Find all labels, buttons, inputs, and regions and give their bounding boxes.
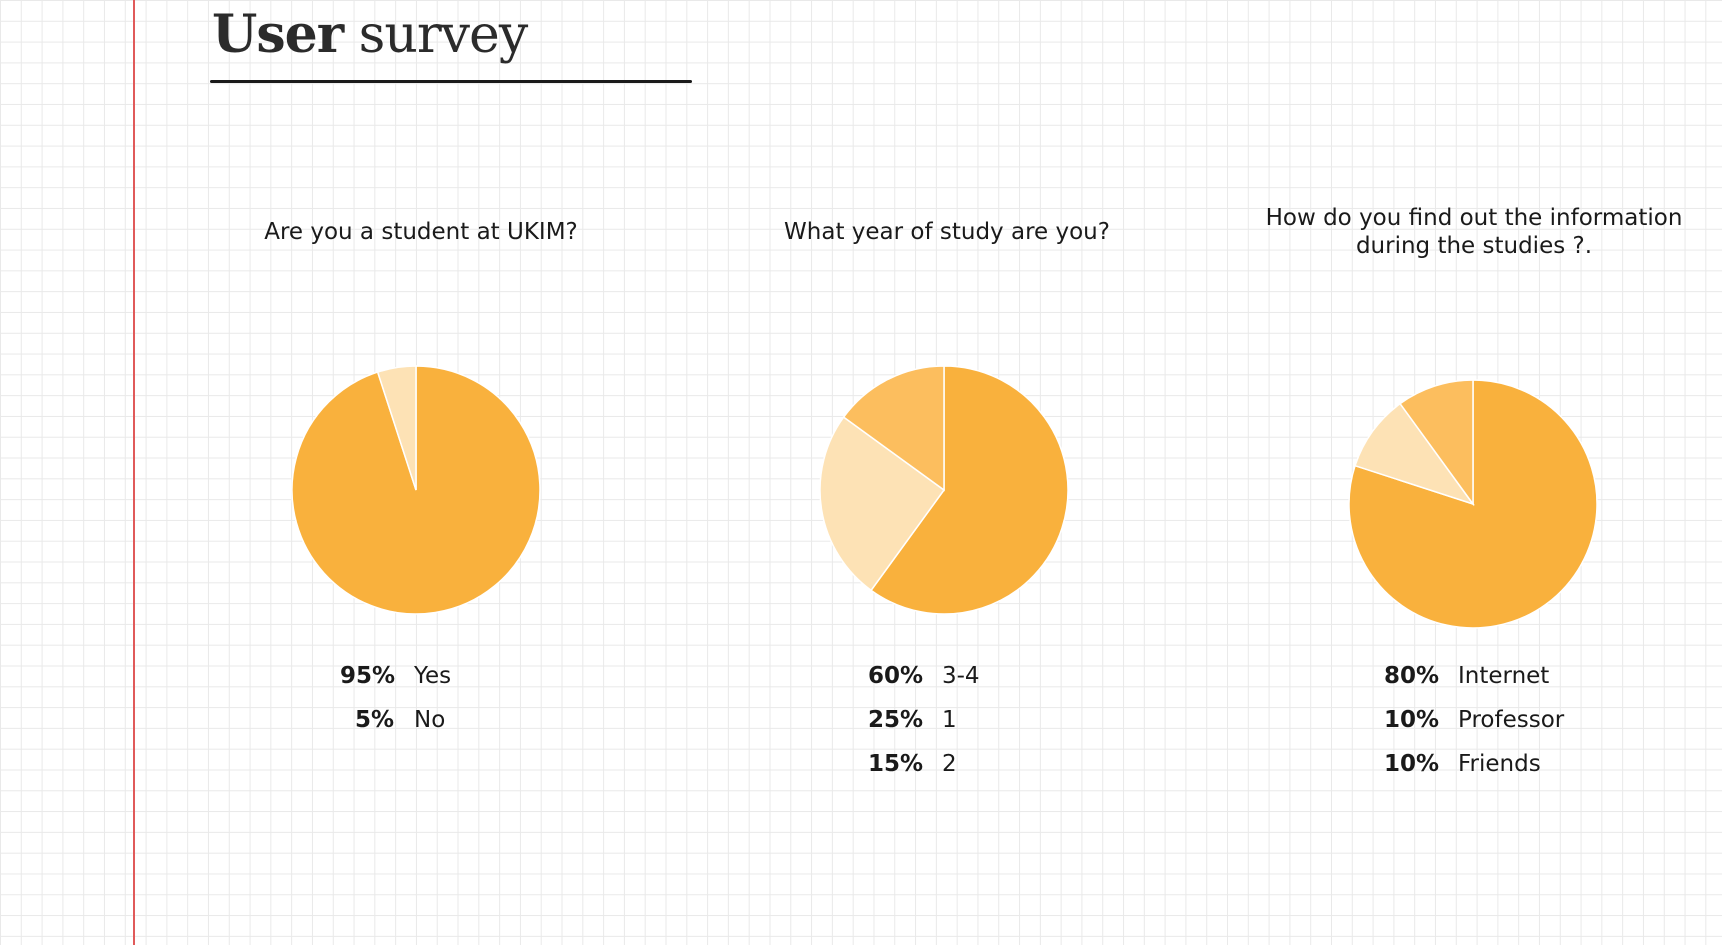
legend-percent: 95% — [340, 663, 396, 689]
chart-1-pie — [291, 365, 541, 615]
chart-1-slice-no — [376, 365, 417, 491]
legend-label: Yes — [414, 663, 452, 689]
chart-1-question: Are you a student at UKIM? — [264, 219, 578, 245]
legend-row: 10% Professor — [1384, 698, 1564, 742]
notebook-margin-line — [133, 0, 135, 945]
legend-row: 25% 1 — [868, 698, 980, 742]
legend-percent: 5% — [354, 707, 394, 733]
chart-3-slice-friends — [1399, 379, 1474, 507]
page-title-light: survey — [358, 5, 529, 65]
legend-label: 1 — [942, 707, 957, 733]
chart-3-legend: 80% Internet 10% Professor 10% Friends — [1384, 654, 1564, 786]
chart-3-question: How do you find out the information duri… — [1265, 205, 1683, 259]
chart-2-legend: 60% 3-4 25% 1 15% 2 — [868, 654, 980, 786]
legend-label: Professor — [1458, 707, 1565, 733]
legend-label: Friends — [1458, 751, 1541, 777]
legend-row: 60% 3-4 — [868, 654, 980, 698]
legend-label: 2 — [942, 751, 957, 777]
legend-percent: 80% — [1384, 663, 1440, 689]
legend-row: 10% Friends — [1384, 742, 1564, 786]
chart-2-question: What year of study are you? — [784, 219, 1110, 245]
page-title-bold: User — [212, 4, 344, 65]
chart-2-slice-3-4 — [870, 365, 1069, 615]
legend-label: 3-4 — [942, 663, 980, 689]
title-underline — [210, 80, 692, 83]
legend-row: 5% No — [340, 698, 451, 742]
chart-2-slice-2 — [842, 365, 945, 492]
legend-row: 15% 2 — [868, 742, 980, 786]
chart-2-slice-1 — [819, 416, 946, 592]
legend-percent: 60% — [868, 663, 924, 689]
legend-percent: 10% — [1384, 751, 1440, 777]
chart-3-slice-professor — [1354, 402, 1475, 506]
page-title: User survey — [212, 4, 529, 65]
legend-percent: 25% — [868, 707, 924, 733]
chart-3-pie — [1348, 379, 1598, 629]
chart-2-pie — [819, 365, 1069, 615]
chart-1-legend: 95% Yes 5% No — [340, 654, 451, 742]
legend-row: 80% Internet — [1384, 654, 1564, 698]
legend-percent: 15% — [868, 751, 924, 777]
legend-row: 95% Yes — [340, 654, 451, 698]
legend-percent: 10% — [1384, 707, 1440, 733]
legend-label: Internet — [1458, 663, 1550, 689]
legend-label: No — [414, 707, 446, 733]
